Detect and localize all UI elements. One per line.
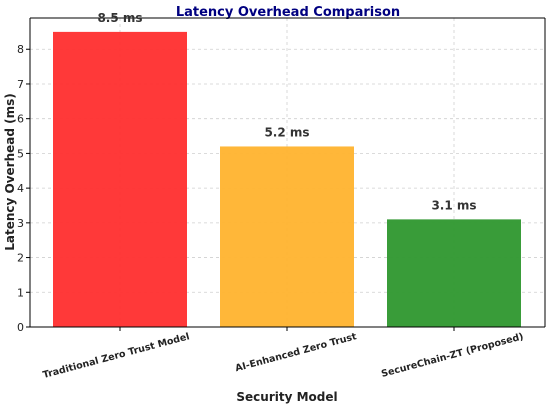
y-tick-label: 6	[17, 113, 24, 126]
data-label: 5.2 ms	[264, 125, 309, 139]
bar-3	[387, 219, 521, 327]
y-tick-label: 4	[17, 182, 24, 195]
y-axis-label: Latency Overhead (ms)	[3, 93, 17, 251]
x-category-label: Traditional Zero Trust Model	[42, 331, 191, 381]
data-label: 8.5 ms	[97, 11, 142, 25]
x-category-label: AI-Enhanced Zero Trust	[234, 331, 358, 374]
data-label: 3.1 ms	[431, 198, 476, 212]
y-ticks: 0 1 2 3 4 5 6 7 8	[17, 43, 30, 334]
y-tick-label: 8	[17, 43, 24, 56]
y-tick-label: 5	[17, 147, 24, 160]
chart-title: Latency Overhead Comparison	[176, 5, 400, 20]
x-axis-label: Security Model	[236, 390, 337, 404]
y-tick-label: 3	[17, 217, 24, 230]
x-category-label: SecureChain-ZT (Proposed)	[380, 331, 525, 380]
data-labels: 8.5 ms 5.2 ms 3.1 ms	[97, 11, 476, 212]
bars	[53, 31, 521, 328]
y-tick-label: 2	[17, 252, 24, 265]
category-labels: Traditional Zero Trust Model AI-Enhanced …	[42, 327, 525, 381]
bar-2	[220, 146, 354, 327]
bar-1	[53, 31, 187, 328]
y-tick-label: 1	[17, 286, 24, 299]
y-tick-label: 7	[17, 78, 24, 91]
y-tick-label: 0	[17, 321, 24, 334]
